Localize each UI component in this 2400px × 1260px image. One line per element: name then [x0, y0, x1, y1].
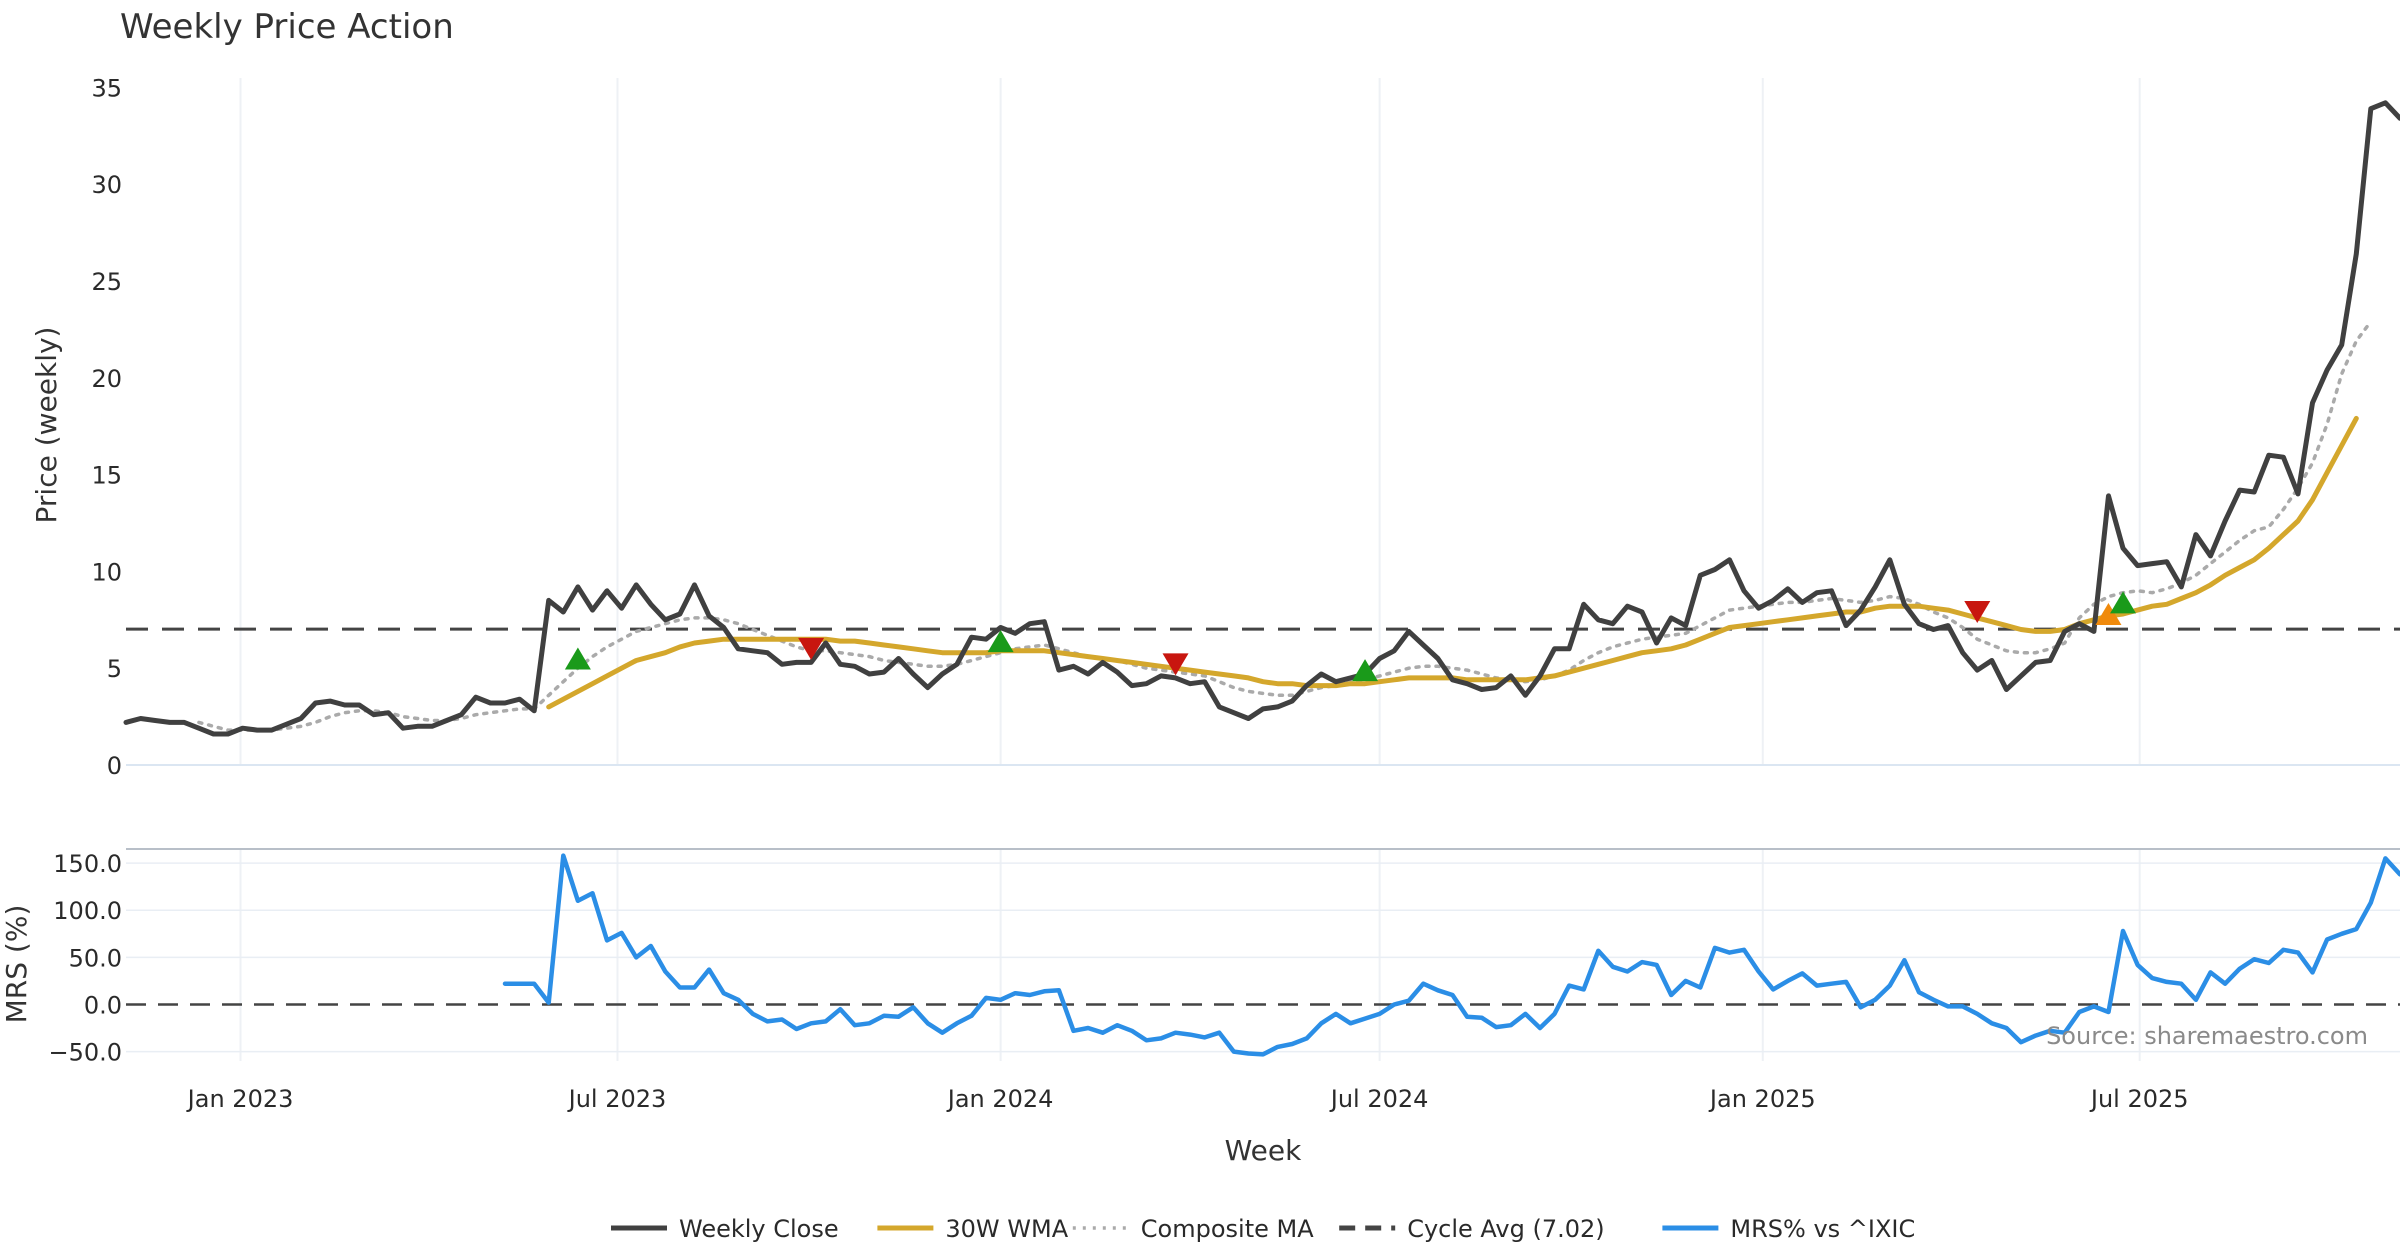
buy-signal-marker	[1352, 659, 1379, 682]
mrs-y-tick-label: 50.0	[69, 944, 122, 972]
weekly-close-line	[123, 100, 2400, 737]
x-tick-label: Jul 2025	[2089, 1085, 2189, 1113]
x-tick-label: Jan 2023	[186, 1085, 294, 1113]
30w-wma-line	[546, 415, 2359, 710]
sell-signal-marker	[1162, 653, 1189, 676]
x-tick-label: Jan 2025	[1708, 1085, 1816, 1113]
legend: Weekly Close 30W WMA Composite MA Cycle Avg…	[611, 1215, 1915, 1243]
sell-signal-marker	[1964, 601, 1991, 624]
mrs-panel-grid	[126, 849, 2400, 1061]
x-tick-label: Jan 2024	[946, 1085, 1054, 1113]
buy-signal-marker	[2110, 591, 2137, 614]
price-y-axis-title: Price (weekly)	[30, 327, 63, 524]
legend-item: Cycle Avg (7.02)	[1339, 1215, 1605, 1243]
mrs-panel-series	[126, 853, 2400, 1057]
price-y-tick-label: 10	[91, 558, 122, 586]
x-tick-label: Jul 2024	[1329, 1085, 1429, 1113]
price-y-tick-label: 15	[91, 462, 122, 490]
legend-label: MRS% vs ^IXIC	[1730, 1215, 1915, 1243]
legend-label: Weekly Close	[679, 1215, 839, 1243]
legend-item: MRS% vs ^IXIC	[1662, 1215, 1915, 1243]
legend-label: 30W WMA	[945, 1215, 1068, 1243]
x-tick-label: Jul 2023	[567, 1085, 667, 1113]
chart-title: Weekly Price Action	[120, 7, 454, 47]
mrs-y-tick-label: 100.0	[53, 897, 122, 925]
price-y-tick-label: 35	[91, 74, 122, 102]
legend-item: 30W WMA	[877, 1215, 1069, 1243]
mrs-y-axis-ticks: −50.0 0.0 50.0 100.0 150.0	[48, 850, 122, 1066]
price-y-tick-label: 30	[91, 171, 122, 199]
mrs-y-tick-label: −50.0	[48, 1039, 122, 1067]
price-panel-grid	[239, 78, 2141, 765]
composite-ma-line	[197, 319, 2373, 732]
mrs-y-tick-label: 150.0	[53, 850, 122, 878]
legend-label: Cycle Avg (7.02)	[1407, 1215, 1604, 1243]
price-y-tick-label: 25	[91, 268, 122, 296]
price-y-axis-ticks: 0 5 10 15 20 25 30 35	[91, 74, 122, 780]
x-axis-ticks: Jan 2023 Jul 2023 Jan 2024 Jul 2024 Jan 2025…	[186, 1085, 2189, 1113]
price-y-tick-label: 5	[107, 655, 122, 683]
x-axis-title: Week	[1225, 1134, 1302, 1167]
price-panel-series	[123, 100, 2400, 737]
signal-markers	[564, 591, 2137, 682]
legend-item: Weekly Close	[611, 1215, 839, 1243]
source-note: Source: sharemaestro.com	[2046, 1022, 2368, 1050]
mrs-line	[502, 853, 2400, 1057]
buy-signal-marker	[2095, 602, 2122, 625]
mrs-y-tick-label: 0.0	[84, 991, 122, 1019]
price-y-tick-label: 0	[107, 752, 122, 780]
price-y-tick-label: 20	[91, 365, 122, 393]
mrs-y-axis-title: MRS (%)	[0, 905, 33, 1024]
buy-signal-marker	[564, 647, 591, 670]
legend-label: Composite MA	[1141, 1215, 1314, 1243]
buy-signal-marker	[987, 630, 1014, 653]
legend-item: Composite MA	[1072, 1215, 1314, 1243]
sell-signal-marker	[798, 637, 825, 660]
